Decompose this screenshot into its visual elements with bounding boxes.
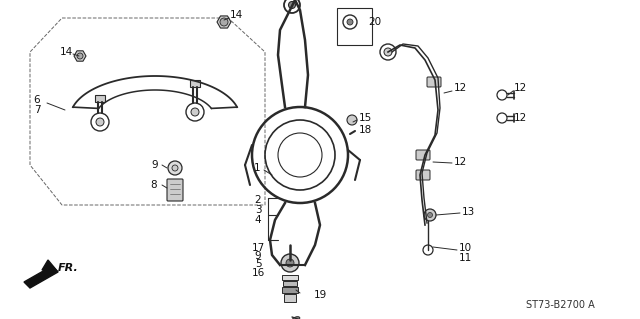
FancyBboxPatch shape	[282, 287, 298, 293]
Text: 16: 16	[252, 268, 264, 278]
FancyBboxPatch shape	[416, 150, 430, 160]
Text: 9: 9	[152, 160, 158, 170]
Circle shape	[347, 19, 353, 25]
Text: 6: 6	[34, 95, 40, 105]
FancyBboxPatch shape	[167, 179, 183, 201]
Polygon shape	[24, 266, 58, 288]
Text: 13: 13	[461, 207, 475, 217]
FancyBboxPatch shape	[284, 294, 296, 302]
Text: 17: 17	[252, 243, 264, 253]
Circle shape	[96, 118, 104, 126]
FancyBboxPatch shape	[95, 95, 105, 102]
FancyBboxPatch shape	[283, 281, 297, 286]
Text: 14: 14	[229, 10, 243, 20]
Text: 20: 20	[369, 17, 381, 27]
Text: 12: 12	[513, 83, 527, 93]
Text: 14: 14	[60, 47, 72, 57]
FancyBboxPatch shape	[416, 170, 430, 180]
Text: 12: 12	[453, 157, 467, 167]
Circle shape	[191, 108, 199, 116]
Circle shape	[428, 212, 433, 218]
Text: 9: 9	[255, 251, 261, 261]
Circle shape	[220, 18, 228, 26]
Text: 5: 5	[255, 259, 261, 269]
FancyBboxPatch shape	[427, 77, 441, 87]
Text: 2: 2	[255, 195, 261, 205]
Polygon shape	[217, 16, 231, 28]
Circle shape	[286, 259, 294, 267]
Text: 12: 12	[453, 83, 467, 93]
Circle shape	[168, 161, 182, 175]
Circle shape	[424, 209, 436, 221]
Text: FR.: FR.	[58, 263, 79, 273]
Circle shape	[172, 165, 178, 171]
Circle shape	[281, 254, 299, 272]
Circle shape	[77, 53, 83, 59]
Ellipse shape	[292, 317, 300, 319]
Circle shape	[289, 2, 296, 9]
Polygon shape	[42, 260, 58, 272]
Text: 10: 10	[458, 243, 472, 253]
Text: 7: 7	[34, 105, 40, 115]
Text: 15: 15	[358, 113, 372, 123]
Polygon shape	[74, 51, 86, 61]
FancyBboxPatch shape	[190, 80, 200, 87]
Text: 12: 12	[513, 113, 527, 123]
Text: 3: 3	[255, 205, 261, 215]
Text: 11: 11	[458, 253, 472, 263]
FancyBboxPatch shape	[282, 275, 298, 280]
Circle shape	[347, 115, 357, 125]
Text: 1: 1	[253, 163, 260, 173]
Text: 4: 4	[255, 215, 261, 225]
Text: ST73-B2700 A: ST73-B2700 A	[525, 300, 595, 310]
Text: 19: 19	[314, 290, 326, 300]
Text: 18: 18	[358, 125, 372, 135]
Circle shape	[384, 48, 392, 56]
Text: 8: 8	[150, 180, 157, 190]
